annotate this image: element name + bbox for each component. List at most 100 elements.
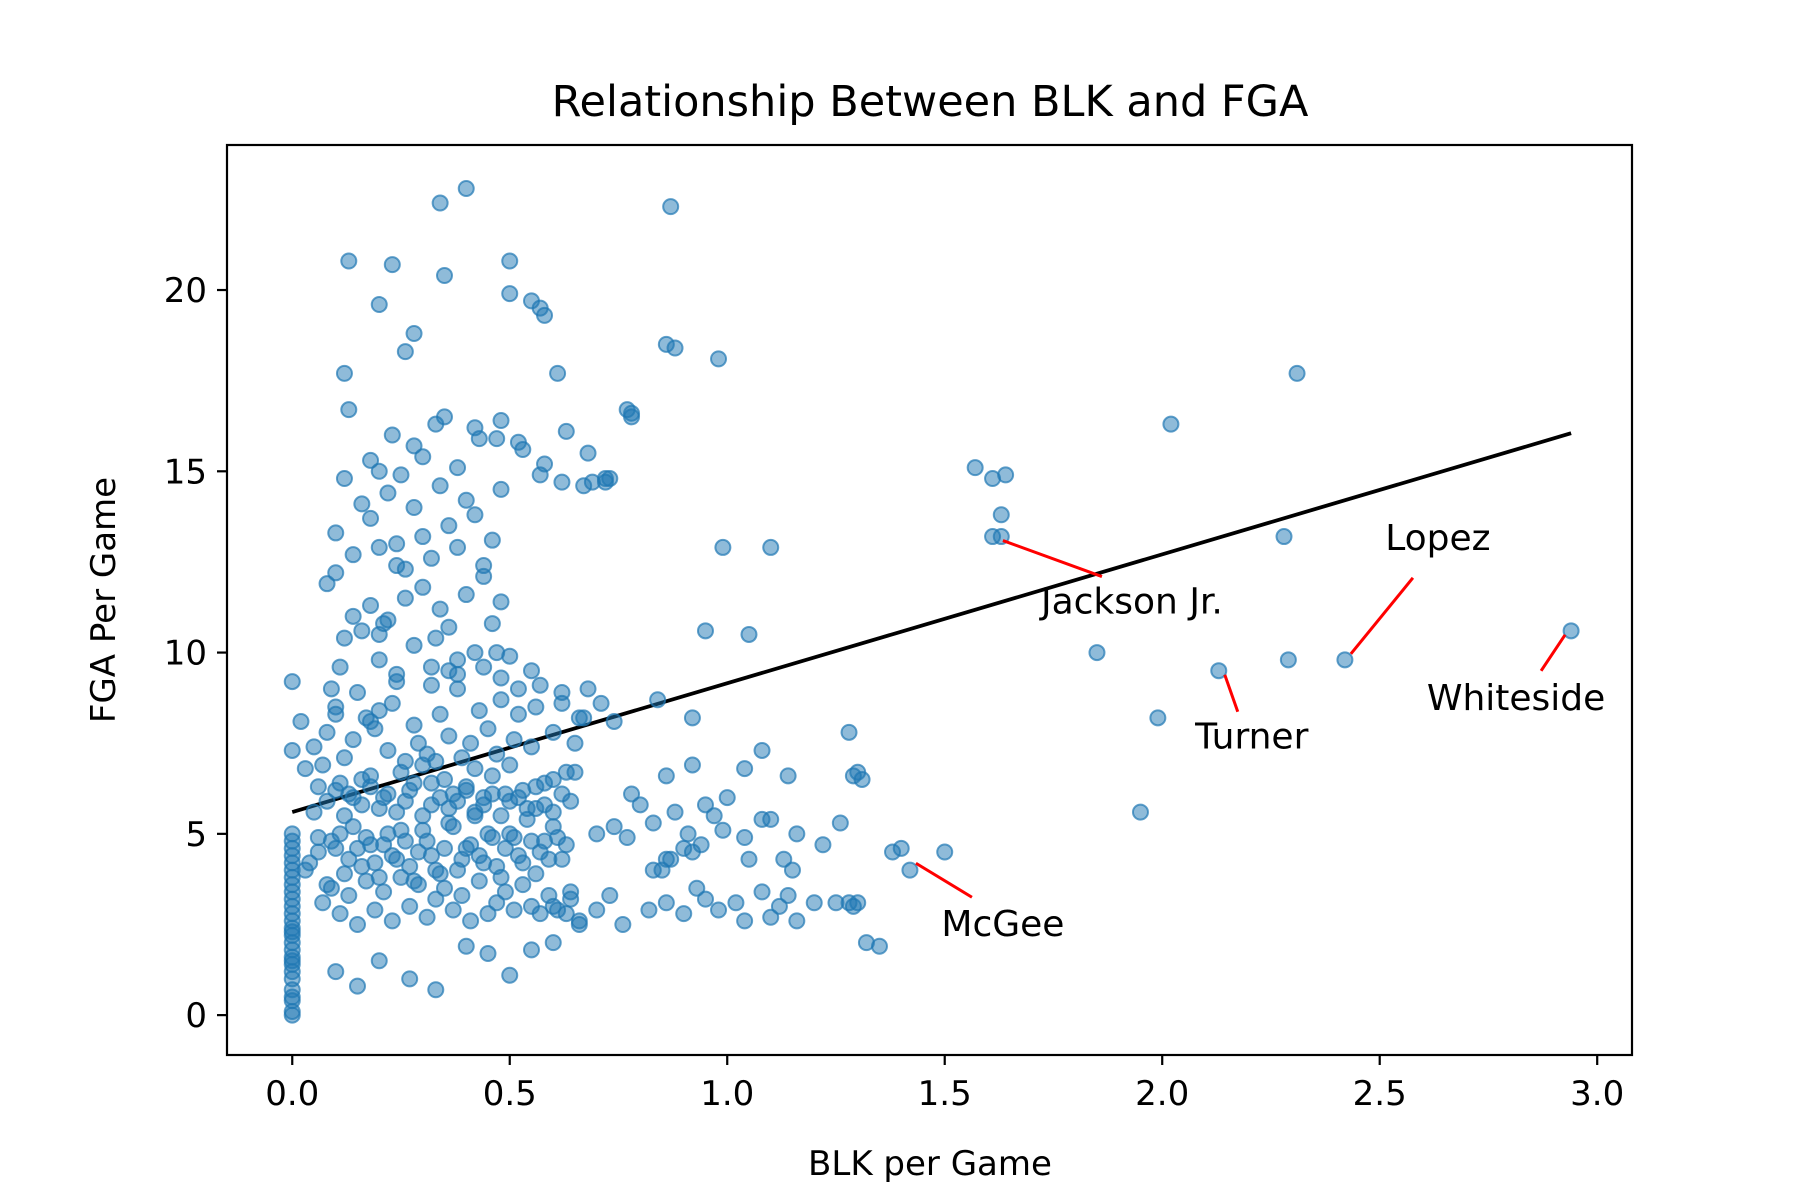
data-point [1149, 709, 1167, 727]
data-point [649, 691, 667, 709]
data-point [892, 839, 910, 857]
data-point [710, 901, 728, 919]
data-point [570, 912, 588, 930]
data-point [435, 267, 453, 285]
data-point [414, 448, 432, 466]
data-point [457, 937, 475, 955]
data-point [805, 894, 823, 912]
data-point [562, 792, 580, 810]
data-point [640, 901, 658, 919]
data-point [683, 709, 701, 727]
data-point [388, 535, 406, 553]
data-point [366, 901, 384, 919]
data-point [475, 658, 493, 676]
data-point [370, 702, 388, 720]
data-point [531, 905, 549, 923]
data-point [710, 350, 728, 368]
data-point [427, 890, 445, 908]
data-point [779, 886, 797, 904]
data-point [662, 198, 680, 216]
data-point [379, 785, 397, 803]
data-point [479, 720, 497, 738]
plot-frame [225, 143, 1634, 1057]
data-point [292, 712, 310, 730]
data-point [318, 723, 336, 741]
data-point [814, 836, 832, 854]
data-point [475, 557, 493, 575]
annotation-arrow [1349, 576, 1415, 655]
data-point [1275, 528, 1293, 546]
data-point [475, 796, 493, 814]
y-tick-label: 10 [164, 634, 207, 674]
data-point [427, 981, 445, 999]
data-point [392, 868, 410, 886]
y-tick-label: 15 [164, 452, 207, 492]
data-point [1279, 651, 1297, 669]
data-point [401, 857, 419, 875]
data-point [605, 818, 623, 836]
data-point [997, 466, 1015, 484]
data-point [770, 897, 788, 915]
data-point [522, 941, 540, 959]
data-point [466, 644, 484, 662]
x-tick-label: 1.0 [700, 1074, 754, 1114]
data-point [344, 731, 362, 749]
data-point [557, 422, 575, 440]
data-point [557, 836, 575, 854]
data-point [522, 292, 540, 310]
data-point [305, 738, 323, 756]
data-point [1131, 803, 1149, 821]
data-point [762, 810, 780, 828]
data-point [449, 459, 467, 477]
data-point [531, 466, 549, 484]
data-point [662, 850, 680, 868]
data-point [479, 825, 497, 843]
data-point [1336, 651, 1354, 669]
data-point [322, 680, 340, 698]
y-axis-label: FGA Per Game [84, 477, 124, 723]
data-point [492, 480, 510, 498]
chart-title: Relationship Between BLK and FGA [552, 77, 1309, 127]
data-point [696, 796, 714, 814]
data-point [566, 734, 584, 752]
data-point [527, 778, 545, 796]
x-tick-label: 2.0 [1135, 1074, 1189, 1114]
data-point [901, 861, 919, 879]
data-point [496, 883, 514, 901]
data-point [840, 723, 858, 741]
data-point [1162, 415, 1180, 433]
y-tick-label: 0 [185, 996, 207, 1036]
data-point [418, 832, 436, 850]
data-point [527, 698, 545, 716]
data-point [344, 607, 362, 625]
data-point [779, 767, 797, 785]
data-point [618, 828, 636, 846]
data-point [853, 770, 871, 788]
data-point [375, 615, 393, 633]
data-point [775, 850, 793, 868]
data-point [314, 756, 332, 774]
data-point [557, 905, 575, 923]
data-point [457, 180, 475, 198]
data-point [675, 905, 693, 923]
data-point [544, 803, 562, 821]
data-point [409, 734, 427, 752]
data-point [344, 546, 362, 564]
data-point [579, 444, 597, 462]
data-point [396, 560, 414, 578]
annotation-arrow [1539, 633, 1567, 672]
data-point [357, 828, 375, 846]
data-point [449, 680, 467, 698]
data-point [431, 194, 449, 212]
data-point [1562, 622, 1580, 640]
data-point [453, 850, 471, 868]
data-point [388, 803, 406, 821]
data-point [788, 825, 806, 843]
data-point [418, 908, 436, 926]
data-point [422, 676, 440, 694]
data-point [427, 752, 445, 770]
data-point [544, 723, 562, 741]
data-point [605, 712, 623, 730]
data-point [344, 818, 362, 836]
data-point [714, 821, 732, 839]
